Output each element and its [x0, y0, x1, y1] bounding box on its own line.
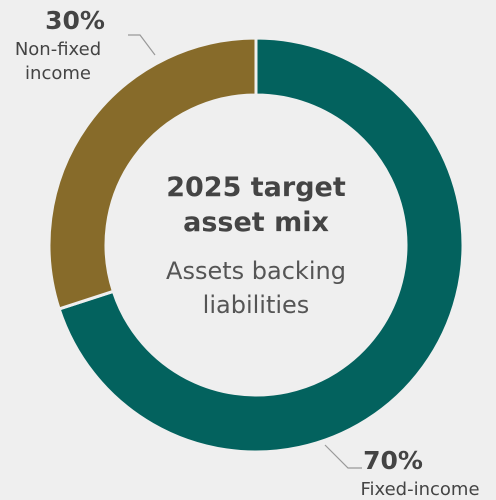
leader-line [128, 34, 156, 56]
value-label: 70% [363, 446, 423, 475]
value-label: 30% [45, 6, 105, 35]
category-label: Fixed-income [360, 479, 479, 500]
chart-title: 2025 target asset mix [166, 172, 346, 238]
leader-line [324, 444, 362, 469]
category-label: Non-fixed income [15, 39, 101, 84]
donut-slice [47, 36, 258, 311]
chart-subtitle: Assets backing liabilities [166, 257, 346, 319]
donut-slice [57, 36, 465, 454]
